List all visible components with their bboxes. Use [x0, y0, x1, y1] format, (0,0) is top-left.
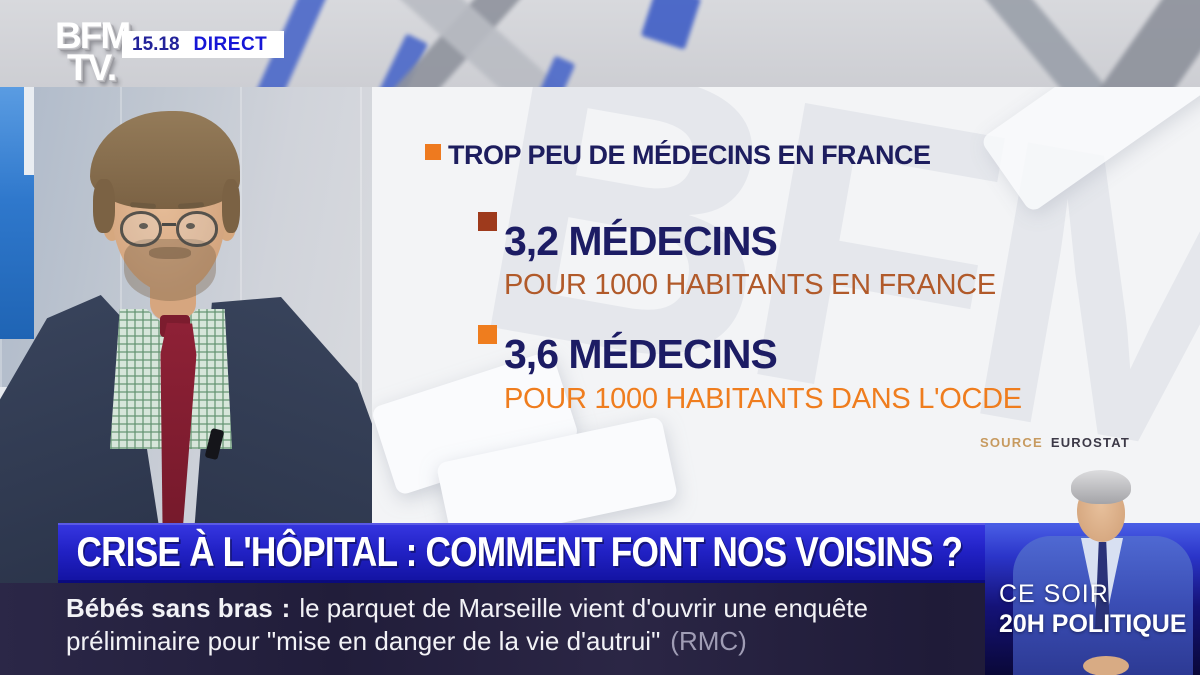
- bfmtv-logo: BFM: [55, 15, 131, 56]
- source-line: SOURCE EUROSTAT: [980, 435, 1130, 450]
- ticker-text: Bébés sans bras: le parquet de Marseille …: [66, 592, 868, 658]
- title-bullet: [425, 144, 441, 160]
- live-badge: DIRECT: [193, 33, 268, 55]
- stat-caption: POUR 1000 HABITANTS EN FRANCE: [504, 269, 996, 301]
- promo-line-2: 20H POLITIQUE: [999, 610, 1187, 638]
- ticker-lead: Bébés sans bras: [66, 593, 273, 623]
- stat-bullet: [478, 325, 497, 344]
- headline-text: CRISE À L'HÔPITAL : COMMENT FONT NOS VOI…: [76, 528, 963, 575]
- bfmtv-logo-tv: TV.: [67, 47, 117, 87]
- guest-hair: [222, 179, 240, 233]
- ticker-colon: :: [281, 593, 291, 623]
- glasses-bridge: [162, 223, 176, 226]
- glasses-lens: [176, 211, 218, 247]
- ticker-line-1: Bébés sans bras: le parquet de Marseille …: [66, 592, 868, 625]
- infographic-card: BFM TROP PEU DE MÉDECINS EN FRANCE 3,2 M…: [372, 87, 1200, 523]
- guest-glasses: [118, 211, 222, 253]
- studio-top-band: BFM TV. 15.18 DIRECT: [0, 0, 1200, 87]
- stat-caption: POUR 1000 HABITANTS DANS L'OCDE: [504, 383, 1022, 415]
- source-value: EUROSTAT: [1050, 435, 1130, 450]
- ticker-line1-text: le parquet de Marseille vient d'ouvrir u…: [299, 593, 868, 623]
- host-hands: [1083, 656, 1129, 675]
- stat-bullet: [478, 212, 497, 231]
- guest-hair: [90, 111, 240, 209]
- host-hair: [1071, 470, 1131, 504]
- ticker-line2-text: préliminaire pour "mise en danger de la …: [66, 626, 661, 656]
- studio-screen: [0, 87, 34, 339]
- headline-banner: CRISE À L'HÔPITAL : COMMENT FONT NOS VOI…: [58, 523, 986, 583]
- source-label: SOURCE: [980, 435, 1043, 450]
- glasses-lens: [120, 211, 162, 247]
- ticker-line-2: préliminaire pour "mise en danger de la …: [66, 625, 868, 658]
- clock: 15.18: [132, 33, 180, 55]
- time-direct-bar: 15.18 DIRECT: [122, 31, 284, 58]
- studio-shot: [0, 87, 372, 583]
- promo-panel: CE SOIR 20H POLITIQUE: [985, 468, 1200, 675]
- host-tie: [1095, 542, 1110, 630]
- guest-hair: [93, 179, 115, 233]
- studio-screen-slot: [24, 87, 34, 175]
- stat-value: 3,2 MÉDECINS: [504, 218, 778, 264]
- stat-value: 3,6 MÉDECINS: [504, 331, 778, 377]
- infographic-title: TROP PEU DE MÉDECINS EN FRANCE: [448, 140, 931, 170]
- promo-line-1: CE SOIR: [999, 580, 1109, 608]
- ticker-attribution: (RMC): [670, 626, 747, 656]
- studio-beam: [640, 0, 702, 50]
- guest-mustache: [149, 247, 191, 259]
